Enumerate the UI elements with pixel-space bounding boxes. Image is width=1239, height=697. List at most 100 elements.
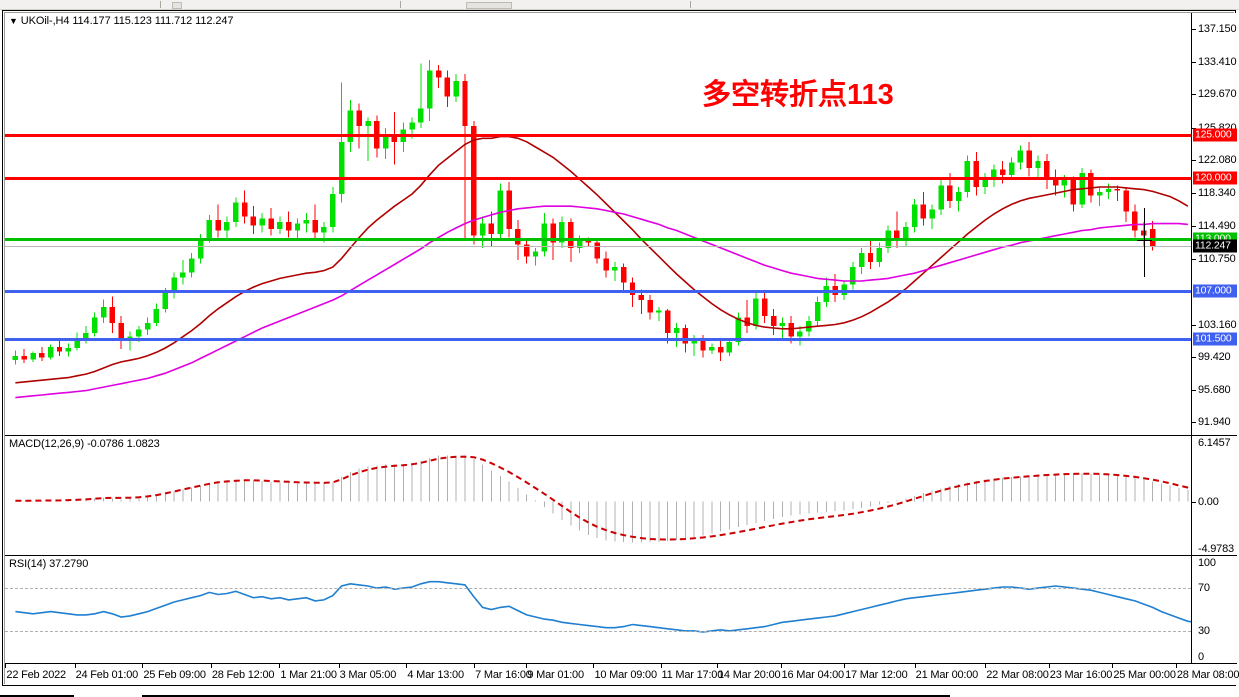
time-tick <box>279 664 281 668</box>
time-axis-label: 7 Mar 16:00 <box>475 669 532 681</box>
time-axis-label: 10 Mar 09:00 <box>594 669 657 681</box>
axis-tick <box>1192 127 1196 129</box>
time-tick <box>210 664 212 668</box>
axis-tick <box>1192 357 1196 359</box>
price-pane[interactable]: 137.150133.410129.670125.820122.080118.3… <box>5 13 1237 435</box>
level-line-support-107[interactable] <box>5 290 1191 294</box>
time-tick <box>1048 664 1050 668</box>
axis-tick <box>1192 192 1196 194</box>
level-line-resistance-125[interactable] <box>5 133 1191 137</box>
time-axis-label: 23 Mar 16:00 <box>1049 669 1113 681</box>
macd-axis-label: -4.9783 <box>1198 543 1234 555</box>
time-axis-label: 11 Mar 17:00 <box>661 669 724 681</box>
symbol-header: ▼ UKOil-,H4 114.177 115.123 111.712 112.… <box>9 15 233 27</box>
symbol-header-text: UKOil-,H4 114.177 115.123 111.712 112.24… <box>20 15 234 27</box>
rsi-series <box>15 580 1191 633</box>
macd-plot-area[interactable] <box>5 436 1191 555</box>
crosshair-vertical <box>1143 207 1145 278</box>
price-axis[interactable]: 137.150133.410129.670125.820122.080118.3… <box>1191 13 1237 435</box>
time-axis-label: 21 Mar 00:00 <box>915 669 979 681</box>
time-tick <box>780 664 782 668</box>
axis-tick <box>1192 94 1196 96</box>
time-axis-label: 17 Mar 12:00 <box>845 669 908 681</box>
rsi-pane[interactable]: 100 70 30 0 RSI(14) 37.2790 <box>5 555 1237 663</box>
rsi-axis[interactable]: 100 70 30 0 <box>1191 556 1237 663</box>
axis-tick <box>1192 258 1196 260</box>
level-line-support-101-5[interactable] <box>5 338 1191 342</box>
price-axis-label: 114.490 <box>1198 220 1236 233</box>
price-axis-label: 95.680 <box>1198 383 1231 396</box>
time-tick <box>660 664 662 668</box>
macd-axis[interactable]: 6.1457 0.00 -4.9783 <box>1191 436 1237 555</box>
time-tick <box>142 664 144 668</box>
time-axis-label: 22 Feb 2022 <box>6 669 66 681</box>
toolbar-chip[interactable] <box>466 2 512 9</box>
time-tick <box>406 664 408 668</box>
chart-annotation: 多空转折点113 <box>702 79 894 111</box>
time-tick <box>717 664 718 668</box>
price-tag-resistance-120[interactable]: 120.000 <box>1193 171 1237 185</box>
time-axis-label: 24 Feb 01:00 <box>75 669 139 681</box>
level-line-pivot-113[interactable] <box>5 238 1191 242</box>
price-tag-support-101-5[interactable]: 101.500 <box>1193 332 1237 346</box>
price-axis-label: 137.150 <box>1198 23 1237 36</box>
rsi-guide-70 <box>5 588 1191 590</box>
rsi-axis-label: 100 <box>1198 557 1216 569</box>
axis-tick <box>1192 324 1196 326</box>
price-axis-label: 103.160 <box>1198 318 1237 331</box>
time-axis-label: 28 Feb 12:00 <box>211 669 275 681</box>
time-tick <box>74 664 76 668</box>
rsi-axis-label: 0 <box>1198 651 1204 663</box>
chart-frame: 137.150133.410129.670125.820122.080118.3… <box>2 10 1239 686</box>
price-axis-label: 129.670 <box>1198 88 1237 101</box>
time-tick <box>593 664 595 668</box>
level-line-current-price[interactable] <box>5 245 1191 247</box>
triangle-down-icon[interactable]: ▼ <box>9 16 18 26</box>
time-tick <box>474 664 476 668</box>
level-line-resistance-120[interactable] <box>5 177 1191 181</box>
price-axis-label: 118.340 <box>1198 186 1236 199</box>
price-axis-label: 122.080 <box>1198 154 1237 167</box>
time-axis-label: 16 Mar 04:00 <box>781 669 845 681</box>
toolbar[interactable] <box>0 0 1239 10</box>
time-axis-label: 1 Mar 21:00 <box>280 669 337 681</box>
price-tag-resistance-125[interactable]: 125.000 <box>1193 128 1237 142</box>
rsi-plot-area[interactable] <box>5 556 1191 663</box>
macd-label: MACD(12,26,9) -0.0786 1.0823 <box>9 438 160 450</box>
time-tick <box>338 664 340 668</box>
price-axis-label: 99.420 <box>1198 351 1231 364</box>
toolbar-chip[interactable] <box>172 2 182 9</box>
time-axis-label: 25 Mar 00:00 <box>1113 669 1176 681</box>
rsi-axis-label: 30 <box>1198 624 1210 637</box>
price-tag-current-price[interactable]: 112.247 <box>1193 239 1237 253</box>
price-plot-area[interactable] <box>5 13 1191 435</box>
time-axis-label: 22 Mar 08:00 <box>986 669 1049 681</box>
status-bar <box>0 688 1239 697</box>
chart-frame-inner: 137.150133.410129.670125.820122.080118.3… <box>4 12 1239 685</box>
time-tick <box>985 664 987 668</box>
time-axis-label: 4 Mar 13:00 <box>407 669 464 681</box>
time-tick <box>526 664 528 668</box>
time-tick <box>5 664 7 668</box>
axis-tick <box>1192 501 1196 503</box>
axis-tick <box>1192 160 1196 162</box>
time-axis-label: 28 Mar 08:00 <box>1176 669 1239 681</box>
time-tick <box>914 664 916 668</box>
crosshair-horizontal <box>1136 240 1152 242</box>
price-axis-label: 133.410 <box>1198 55 1237 68</box>
price-axis-label: 110.750 <box>1198 252 1236 265</box>
candlestick-series <box>12 59 1189 399</box>
macd-axis-label: 6.1457 <box>1198 437 1231 449</box>
time-tick <box>1175 664 1177 668</box>
macd-pane[interactable]: 6.1457 0.00 -4.9783 MACD(12,26,9) -0.0786 … <box>5 435 1237 555</box>
price-tag-support-107[interactable]: 107.000 <box>1193 284 1237 298</box>
time-axis-label: 9 Mar 01:00 <box>527 669 584 681</box>
time-axis-label: 14 Mar 20:00 <box>718 669 781 681</box>
time-axis[interactable]: 22 Feb 2022 24 Feb 01:00 25 Feb 09:00 28 Fe… <box>5 663 1239 685</box>
macd-series <box>14 455 1191 543</box>
axis-tick <box>1192 422 1196 424</box>
axis-tick <box>1192 29 1196 31</box>
rsi-guide-30 <box>5 630 1191 632</box>
axis-tick <box>1192 61 1196 63</box>
